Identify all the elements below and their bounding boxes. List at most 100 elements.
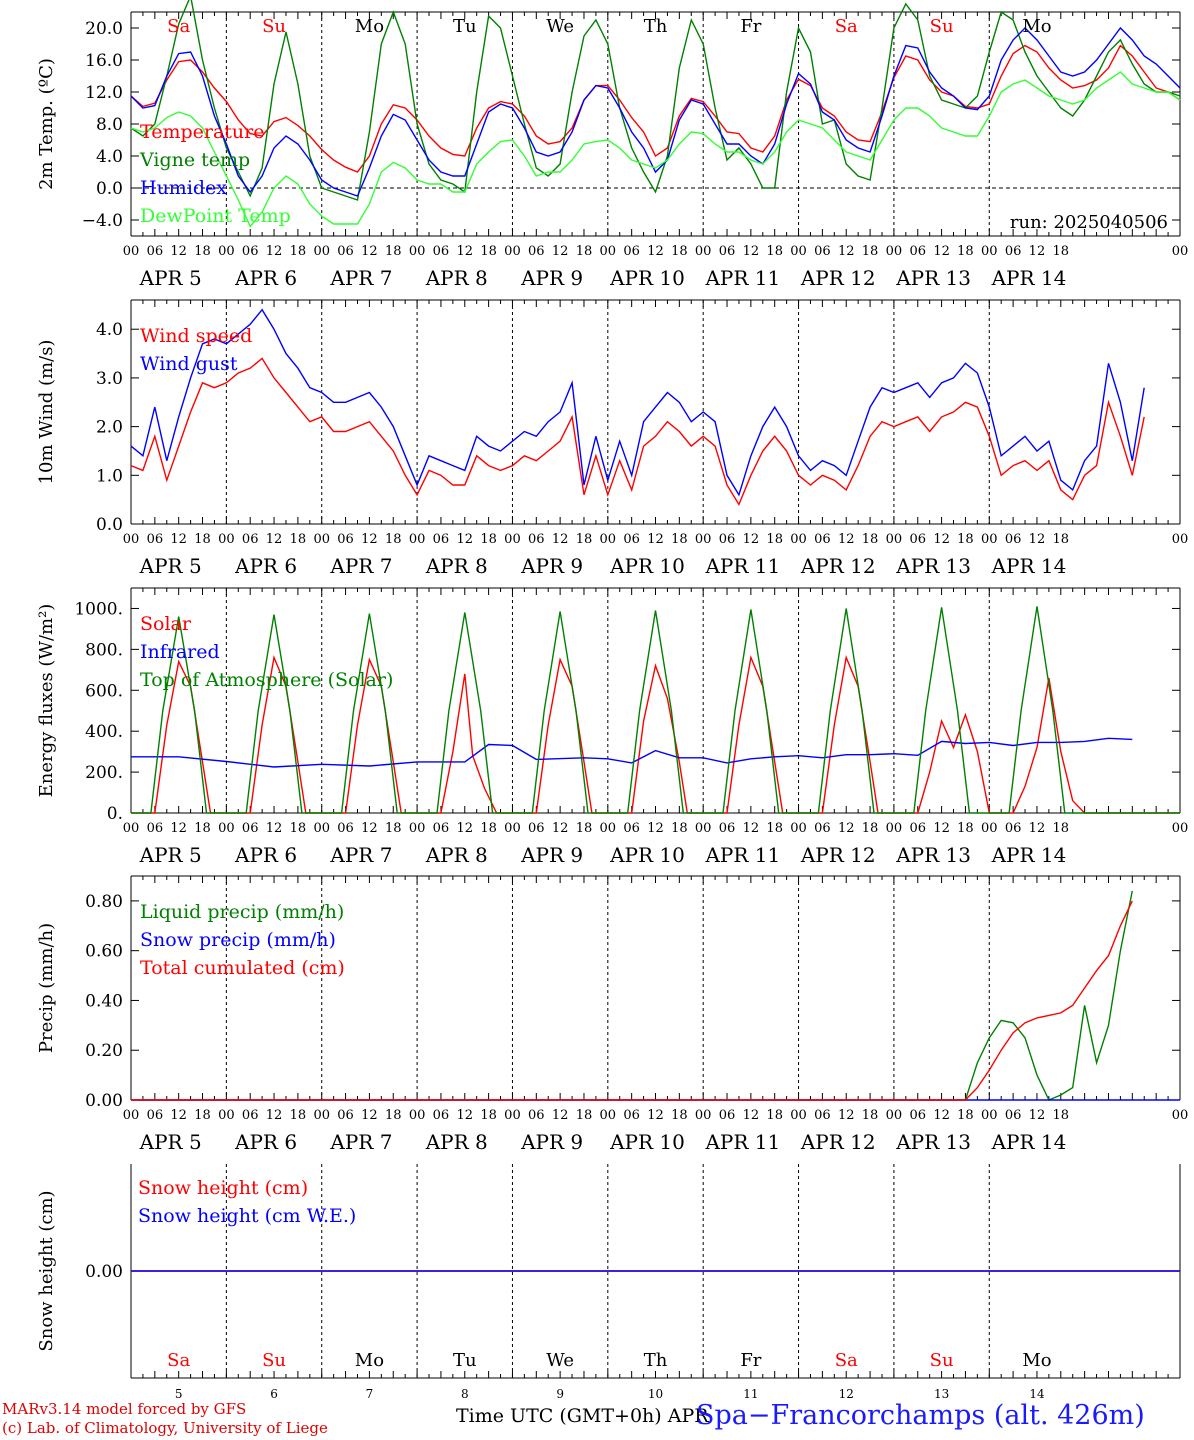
hour-tick-label: 12 bbox=[456, 532, 473, 547]
series-total-cumulated-cm- bbox=[131, 900, 1133, 1101]
hour-tick-label: 18 bbox=[766, 1108, 783, 1123]
hour-tick-label: 06 bbox=[528, 1108, 545, 1123]
hour-tick-label: 00 bbox=[886, 532, 903, 547]
hour-tick-label: 18 bbox=[576, 244, 593, 259]
hour-tick-label: 18 bbox=[1053, 244, 1070, 259]
hour-tick-label: 12 bbox=[838, 244, 855, 259]
hour-tick-label: 00 bbox=[313, 244, 330, 259]
hour-tick-label: 00 bbox=[218, 532, 235, 547]
date-label: APR 11 bbox=[704, 843, 780, 867]
hour-tick-label: 18 bbox=[766, 821, 783, 836]
date-label: APR 8 bbox=[425, 1130, 488, 1154]
date-label: APR 12 bbox=[800, 1130, 876, 1154]
hour-tick-label: 00 bbox=[695, 821, 712, 836]
date-label: APR 7 bbox=[329, 1130, 392, 1154]
hour-tick-label: 12 bbox=[456, 244, 473, 259]
day-number: 9 bbox=[556, 1387, 564, 1401]
date-label: APR 13 bbox=[895, 1130, 971, 1154]
legend-entry: Wind speed bbox=[140, 325, 252, 347]
hour-tick-label: 00 bbox=[1172, 244, 1189, 259]
legend-entry: Wind gust bbox=[140, 353, 238, 375]
y-axis-label: Snow height (cm) bbox=[36, 1190, 57, 1351]
hour-tick-label: 06 bbox=[1005, 821, 1022, 836]
hour-tick-label: 06 bbox=[337, 821, 354, 836]
legend-entry: Top of Atmosphere (Solar) bbox=[140, 669, 393, 691]
panel-snow: 0.00 Snow height (cm) Snow height (cm) Snow… bbox=[36, 1164, 1181, 1401]
hour-tick-label: 00 bbox=[695, 244, 712, 259]
hour-tick-label: 18 bbox=[576, 532, 593, 547]
dow-label: Sa bbox=[835, 16, 858, 37]
day-number: 5 bbox=[175, 1387, 183, 1401]
date-label: APR 13 bbox=[895, 554, 971, 578]
hour-tick-label: 00 bbox=[409, 821, 426, 836]
y-tick-label: 800. bbox=[85, 640, 123, 660]
hour-tick-label: 00 bbox=[600, 244, 617, 259]
hour-tick-label: 06 bbox=[623, 821, 640, 836]
hour-tick-label: 12 bbox=[170, 1108, 187, 1123]
dow-label: We bbox=[546, 16, 574, 37]
hour-tick-label: 06 bbox=[242, 1108, 259, 1123]
hour-tick-label: 12 bbox=[1029, 532, 1046, 547]
hour-tick-label: 18 bbox=[957, 821, 974, 836]
hour-tick-label: 18 bbox=[957, 532, 974, 547]
hour-tick-label: 00 bbox=[886, 821, 903, 836]
hour-tick-label: 06 bbox=[1005, 532, 1022, 547]
hour-tick-label: 18 bbox=[576, 1108, 593, 1123]
date-label: APR 7 bbox=[329, 554, 392, 578]
hour-tick-label: 18 bbox=[671, 244, 688, 259]
series-wind-gust bbox=[130, 308, 1145, 497]
hour-tick-label: 06 bbox=[1005, 1108, 1022, 1123]
model-credit: MARv3.14 model forced by GFS bbox=[2, 1400, 247, 1418]
hour-tick-label: 18 bbox=[194, 244, 211, 259]
y-axis-label: 10m Wind (m/s) bbox=[36, 340, 57, 485]
hour-tick-label: 06 bbox=[909, 821, 926, 836]
hour-tick-label: 00 bbox=[695, 532, 712, 547]
hour-tick-label: 12 bbox=[838, 821, 855, 836]
hour-tick-label: 18 bbox=[480, 244, 497, 259]
day-number: 6 bbox=[270, 1387, 278, 1401]
dow-label: Mo bbox=[355, 1350, 384, 1371]
y-tick-label: 0. bbox=[107, 804, 123, 824]
hour-tick-label: 12 bbox=[838, 1108, 855, 1123]
y-tick-label: 200. bbox=[85, 763, 123, 783]
hour-tick-label: 06 bbox=[719, 244, 736, 259]
hour-tick-label: 12 bbox=[552, 532, 569, 547]
hour-tick-label: 18 bbox=[385, 532, 402, 547]
hour-tick-label: 12 bbox=[1029, 1108, 1046, 1123]
dow-label: Fr bbox=[740, 16, 761, 37]
date-label: APR 9 bbox=[520, 266, 583, 290]
hour-tick-label: 12 bbox=[743, 1108, 760, 1123]
y-tick-label: −4.0 bbox=[82, 211, 123, 231]
hour-tick-label: 18 bbox=[385, 1108, 402, 1123]
series-wind-speed bbox=[130, 357, 1145, 507]
day-number: 13 bbox=[934, 1387, 949, 1401]
y-tick-label: 0.20 bbox=[85, 1041, 123, 1061]
hour-tick-label: 18 bbox=[862, 1108, 879, 1123]
y-tick-label: 20.0 bbox=[85, 19, 123, 39]
date-label: APR 10 bbox=[609, 843, 685, 867]
date-label: APR 8 bbox=[425, 266, 488, 290]
date-label: APR 10 bbox=[609, 266, 685, 290]
y-tick-label: 2.0 bbox=[96, 418, 123, 438]
lab-credit: (c) Lab. of Climatology, University of L… bbox=[2, 1419, 328, 1437]
y-axis-label: Energy fluxes (W/m²) bbox=[36, 604, 57, 798]
hour-tick-label: 00 bbox=[695, 1108, 712, 1123]
hour-tick-label: 00 bbox=[313, 532, 330, 547]
hour-tick-label: 12 bbox=[170, 821, 187, 836]
series-infrared bbox=[131, 737, 1133, 768]
dow-label: Sa bbox=[835, 1350, 858, 1371]
legend-entry: Snow precip (mm/h) bbox=[140, 929, 336, 951]
hour-tick-label: 00 bbox=[504, 1108, 521, 1123]
hour-tick-label: 12 bbox=[933, 1108, 950, 1123]
hour-tick-label: 18 bbox=[194, 821, 211, 836]
hour-tick-label: 06 bbox=[528, 244, 545, 259]
legend-entry: Temperature bbox=[140, 121, 264, 143]
hour-tick-label: 18 bbox=[766, 532, 783, 547]
dow-label: Su bbox=[930, 16, 954, 37]
date-label: APR 14 bbox=[991, 1130, 1067, 1154]
date-label: APR 7 bbox=[329, 266, 392, 290]
y-tick-label: 3.0 bbox=[96, 369, 123, 389]
hour-tick-label: 18 bbox=[671, 532, 688, 547]
hour-tick-label: 00 bbox=[123, 821, 140, 836]
hour-tick-label: 00 bbox=[886, 244, 903, 259]
